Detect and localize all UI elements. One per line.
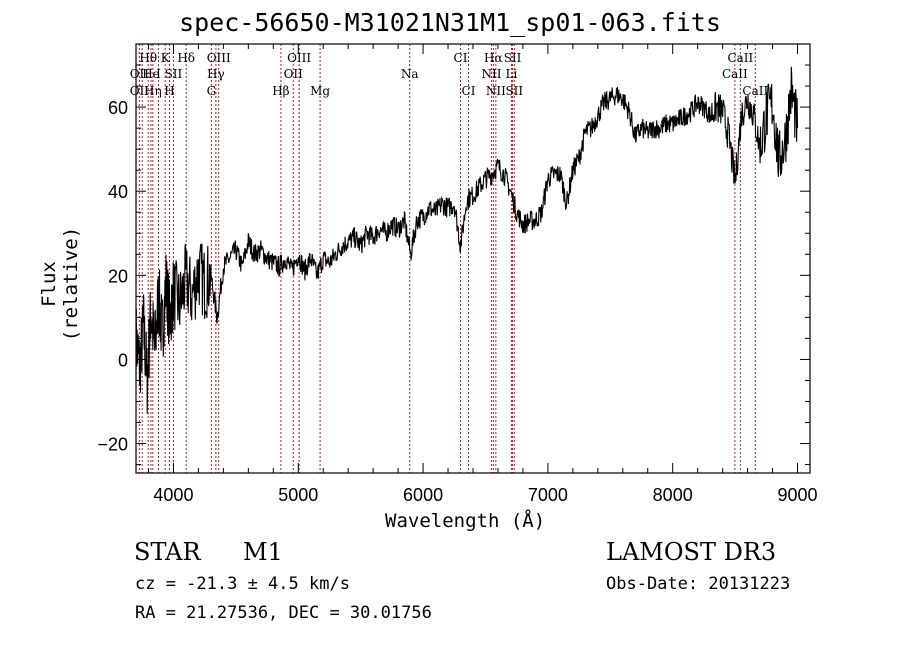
x-axis-label: Wavelength (Å) <box>385 510 546 532</box>
object-class: STAR <box>134 538 201 566</box>
spectrum-series <box>135 66 799 414</box>
line-label: Hδ <box>177 51 195 65</box>
line-label: NII <box>481 67 501 81</box>
line-label: I <box>156 67 161 81</box>
obs-date: Obs-Date: 20131223 <box>606 574 791 594</box>
y-tick-label: 40 <box>108 182 128 202</box>
line-label: Hβ <box>272 84 289 98</box>
line-label: H <box>164 84 174 98</box>
line-label: SII <box>505 84 523 98</box>
line-label: CaII <box>742 84 768 98</box>
coordinates-readout: RA = 21.27536, DEC = 30.01756 <box>135 603 432 623</box>
line-label: Mg <box>310 84 330 98</box>
x-tick-label: 7000 <box>528 485 568 505</box>
line-label: Hη <box>144 84 162 98</box>
line-label: SII <box>165 67 183 81</box>
line-label: K <box>161 51 171 65</box>
line-label: OII <box>284 67 304 81</box>
y-axis-label: Flux (relative) <box>38 226 82 342</box>
survey-name: LAMOST DR3 <box>606 538 777 566</box>
line-label: OIII <box>287 51 311 65</box>
line-label: Hα <box>484 51 503 65</box>
spectrum-line <box>135 66 799 414</box>
x-tick-label: 4000 <box>153 485 193 505</box>
y-tick-label: 20 <box>108 266 128 286</box>
x-tick-label: 6000 <box>403 485 443 505</box>
chart-title: spec-56650-M31021N31M1_sp01-063.fits <box>179 8 721 37</box>
y-tick-label: 60 <box>108 98 128 118</box>
redshift-readout: cz = -21.3 ± 4.5 km/s <box>135 574 350 594</box>
line-label: NII <box>486 84 506 98</box>
line-label: G <box>207 84 217 98</box>
y-tick-label: 0 <box>118 350 128 370</box>
line-label: He <box>142 67 160 81</box>
line-label: Hγ <box>207 67 225 81</box>
line-label: CI <box>454 51 468 65</box>
line-label: Na <box>401 67 419 81</box>
object-subclass: M1 <box>243 538 283 566</box>
line-label: OII <box>130 67 150 81</box>
line-label: Hθ <box>139 51 157 65</box>
x-tick-label: 5000 <box>278 485 318 505</box>
line-label: CaII <box>727 51 753 65</box>
line-label: Li <box>506 67 518 81</box>
x-tick-label: 8000 <box>653 485 693 505</box>
line-label: OII <box>130 84 150 98</box>
x-tick-label: 9000 <box>777 485 817 505</box>
y-tick-label: −20 <box>97 435 128 455</box>
line-markers <box>138 44 756 473</box>
line-label: SII <box>504 51 522 65</box>
line-label: CI <box>462 84 476 98</box>
line-label: OIII <box>207 51 231 65</box>
plot-axes: 4000 5000 6000 7000 8000 9000 −20 0 20 40 60 <box>97 43 818 505</box>
line-label: CaII <box>722 67 748 81</box>
